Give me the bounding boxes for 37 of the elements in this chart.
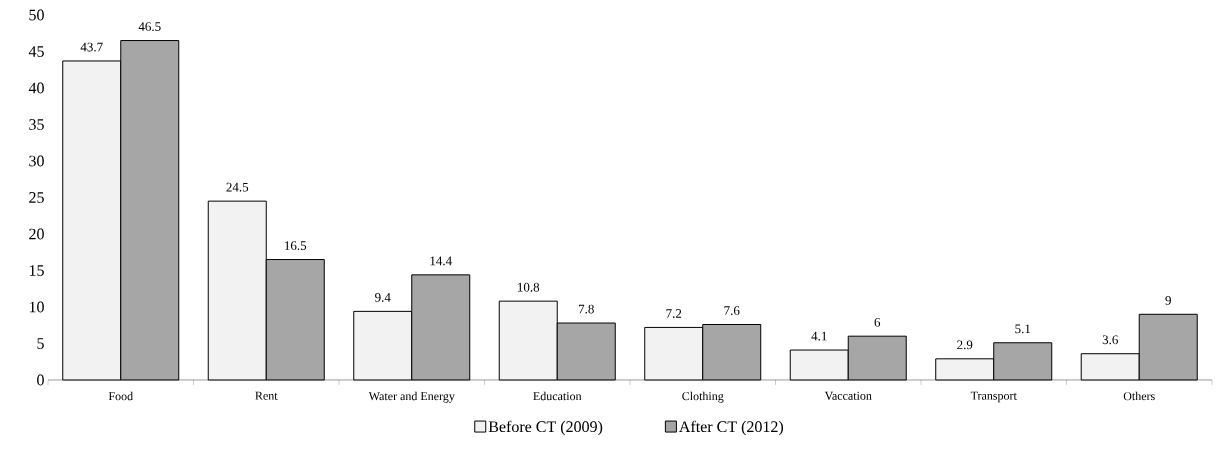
data-label: 9 — [1165, 296, 1171, 305]
x-tick-label: Clothing — [682, 391, 724, 403]
y-tick-label: 35 — [29, 119, 44, 130]
data-label: 16.5 — [285, 241, 307, 251]
x-tick-label: Food — [108, 391, 133, 401]
x-tick-label: Transport — [970, 391, 1017, 403]
x-tick-label: Water and Energy — [368, 391, 455, 403]
y-tick-label: 40 — [28, 82, 44, 94]
data-label: 10.8 — [518, 282, 540, 292]
data-label: 7.2 — [666, 309, 682, 318]
data-label: 46.5 — [138, 22, 161, 32]
data-label: 7.6 — [724, 306, 740, 315]
x-tick-label: Education — [533, 391, 582, 401]
y-tick-label: 30 — [29, 155, 44, 167]
y-tick-label: 5 — [37, 338, 44, 349]
y-tick-label: 10 — [29, 301, 44, 313]
y-tick-label: 0 — [37, 374, 44, 386]
data-label: 3.6 — [1102, 335, 1118, 345]
y-tick-label: 25 — [29, 192, 44, 203]
data-label: 5.1 — [1015, 324, 1031, 334]
data-label: 4.1 — [811, 331, 827, 341]
y-tick-label: 50 — [29, 9, 44, 21]
x-tick-label: Others — [1123, 391, 1155, 401]
x-tick-label: Rent — [255, 391, 278, 400]
data-label: 2.9 — [957, 340, 973, 350]
data-label: 6 — [874, 317, 881, 327]
y-tick-label: 20 — [29, 228, 44, 240]
legend-label: Before CT (2009) — [488, 420, 603, 436]
data-label: 7.8 — [578, 304, 594, 314]
data-label: 43.7 — [80, 42, 103, 52]
x-tick-label: Vaccation — [824, 391, 872, 400]
y-tick-label: 45 — [28, 46, 44, 57]
legend-label: After CT (2012) — [679, 420, 784, 436]
data-label: 14.4 — [430, 256, 452, 266]
data-label: 24.5 — [226, 182, 249, 192]
data-label: 9.4 — [375, 293, 391, 302]
y-tick-label: 15 — [29, 265, 44, 276]
